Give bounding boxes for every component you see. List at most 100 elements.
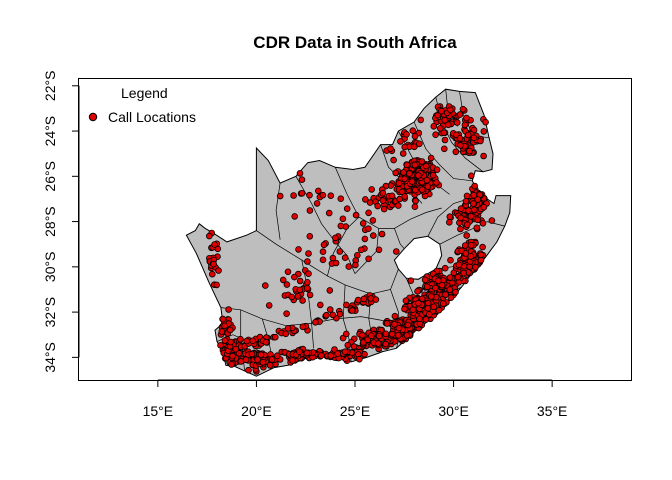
call-location-point bbox=[408, 178, 416, 185]
call-location-point bbox=[395, 324, 403, 332]
district-boundary-line bbox=[394, 228, 405, 249]
call-location-point bbox=[441, 136, 449, 144]
x-tick-label: 35°E bbox=[537, 403, 568, 419]
call-location-point bbox=[436, 125, 444, 132]
call-location-point bbox=[305, 250, 312, 257]
call-location-point bbox=[432, 284, 439, 292]
call-location-point bbox=[356, 355, 363, 363]
call-location-point bbox=[368, 332, 375, 340]
legend-item-call-locations: Call Locations bbox=[108, 109, 196, 125]
call-location-point bbox=[359, 220, 367, 227]
call-location-point bbox=[345, 263, 353, 270]
call-location-point bbox=[463, 232, 471, 239]
call-location-point bbox=[433, 166, 441, 174]
call-location-point bbox=[369, 217, 377, 224]
call-location-point bbox=[296, 348, 303, 356]
call-location-point bbox=[412, 186, 419, 194]
call-location-point bbox=[306, 191, 313, 199]
call-location-point bbox=[284, 325, 292, 332]
call-location-point bbox=[366, 199, 374, 206]
call-location-point bbox=[396, 195, 403, 203]
call-location-point bbox=[416, 140, 423, 148]
call-location-point bbox=[379, 189, 387, 197]
call-location-point bbox=[394, 331, 402, 339]
call-location-points bbox=[206, 103, 496, 375]
call-location-point bbox=[254, 356, 261, 363]
call-location-point bbox=[447, 106, 454, 114]
call-location-point bbox=[271, 333, 279, 341]
call-location-point bbox=[427, 154, 435, 162]
call-location-point bbox=[397, 138, 404, 145]
call-location-point bbox=[306, 233, 314, 240]
call-location-point bbox=[298, 176, 306, 184]
y-axis: 22°S 24°S 26°S 28°S 30°S 32°S 34°S bbox=[42, 71, 80, 373]
call-location-point bbox=[221, 322, 229, 330]
call-location-point bbox=[403, 332, 411, 339]
call-location-point bbox=[461, 242, 469, 249]
call-location-point bbox=[429, 171, 437, 179]
call-location-point bbox=[364, 336, 372, 344]
call-location-point bbox=[467, 172, 475, 180]
call-location-point bbox=[474, 216, 482, 224]
call-location-point bbox=[474, 196, 482, 203]
call-location-point bbox=[294, 293, 302, 300]
call-location-point bbox=[331, 234, 339, 242]
call-location-point bbox=[465, 207, 472, 214]
call-location-point bbox=[423, 283, 431, 291]
call-location-point bbox=[261, 282, 269, 289]
call-location-point bbox=[341, 254, 349, 262]
call-location-point bbox=[435, 306, 443, 314]
call-location-point bbox=[424, 305, 432, 312]
call-location-point bbox=[354, 296, 362, 304]
call-location-point bbox=[455, 261, 463, 269]
call-location-point bbox=[459, 105, 467, 113]
call-location-point bbox=[296, 170, 304, 177]
call-location-point bbox=[245, 366, 252, 374]
x-tick-label: 25°E bbox=[340, 403, 371, 419]
call-location-point bbox=[390, 156, 397, 164]
call-location-point bbox=[217, 341, 224, 349]
call-location-point bbox=[361, 235, 369, 243]
call-location-point bbox=[457, 214, 464, 222]
legend-title: Legend bbox=[121, 85, 168, 101]
call-location-point bbox=[401, 193, 409, 200]
call-location-point bbox=[447, 256, 454, 264]
call-location-point bbox=[374, 202, 382, 210]
call-location-point bbox=[480, 128, 488, 135]
call-location-point bbox=[452, 148, 460, 156]
call-location-point bbox=[464, 131, 472, 139]
call-location-point bbox=[283, 310, 290, 318]
call-location-point bbox=[378, 230, 386, 238]
call-location-point bbox=[392, 248, 400, 255]
call-location-point bbox=[299, 323, 307, 331]
call-location-point bbox=[341, 348, 349, 356]
call-location-point bbox=[227, 338, 235, 346]
call-location-point bbox=[480, 152, 487, 160]
call-location-point bbox=[394, 202, 402, 209]
x-tick-label: 15°E bbox=[143, 403, 174, 419]
call-location-point bbox=[467, 213, 475, 220]
x-tick-label: 20°E bbox=[241, 403, 272, 419]
call-location-point bbox=[470, 134, 478, 142]
y-tick-label: 24°S bbox=[42, 116, 58, 147]
call-location-point bbox=[421, 276, 429, 284]
call-location-point bbox=[391, 320, 398, 328]
call-location-point bbox=[417, 116, 425, 124]
call-location-point bbox=[304, 258, 311, 265]
call-location-point bbox=[319, 191, 327, 199]
call-location-point bbox=[221, 337, 229, 344]
district-boundary-line bbox=[334, 167, 442, 229]
call-location-point bbox=[411, 133, 419, 140]
call-location-point bbox=[457, 225, 464, 233]
call-location-point bbox=[432, 131, 439, 139]
call-location-point bbox=[325, 209, 333, 217]
call-location-point bbox=[444, 121, 452, 129]
call-location-point bbox=[472, 263, 479, 271]
y-tick-label: 28°S bbox=[42, 206, 58, 237]
call-location-point bbox=[219, 315, 227, 323]
call-location-point bbox=[403, 131, 410, 138]
call-location-point bbox=[375, 246, 383, 254]
district-boundary-line bbox=[295, 176, 356, 274]
call-location-point bbox=[334, 350, 342, 357]
